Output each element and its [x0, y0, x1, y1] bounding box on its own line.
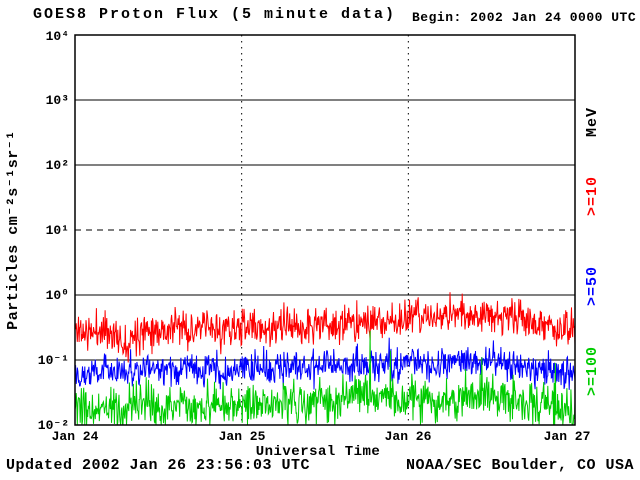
series->=50 — [74, 337, 576, 390]
series-lines — [74, 292, 576, 426]
y-axis-title: Particles cm⁻²s⁻¹sr⁻¹ — [5, 130, 22, 330]
updated-timestamp: Updated 2002 Jan 26 23:56:03 UTC — [6, 457, 311, 474]
x-tick-jan24: Jan 24 — [52, 429, 99, 444]
y-tick-1e-1: 10⁻¹ — [38, 353, 69, 368]
page-title: GOES8 Proton Flux (5 minute data) — [33, 6, 397, 23]
right-label-ge100: >=100 — [584, 346, 601, 396]
y-tick-1e4: 10⁴ — [46, 29, 69, 44]
credit: NOAA/SEC Boulder, CO USA — [405, 457, 634, 474]
right-label-ge10: >=10 — [584, 176, 601, 216]
series->=10 — [74, 292, 576, 363]
plot-frame — [74, 34, 576, 426]
y-tick-1e-2: 10⁻² — [38, 418, 69, 433]
x-tick-jan27: Jan 27 — [544, 429, 591, 444]
y-tick-1e2: 10² — [46, 158, 69, 173]
y-tick-1e3: 10³ — [46, 93, 69, 108]
x-tick-jan25: Jan 25 — [219, 429, 266, 444]
begin-timestamp: Begin: 2002 Jan 24 0000 UTC — [412, 10, 637, 25]
x-axis-title: Universal Time — [256, 444, 381, 460]
right-label-ge50: >=50 — [584, 266, 601, 306]
y-tick-1e1: 10¹ — [46, 223, 69, 238]
right-label-mev: MeV — [584, 107, 601, 137]
x-tick-jan26: Jan 26 — [385, 429, 432, 444]
y-tick-1e0: 10⁰ — [46, 288, 69, 303]
series->=100 — [74, 330, 576, 426]
